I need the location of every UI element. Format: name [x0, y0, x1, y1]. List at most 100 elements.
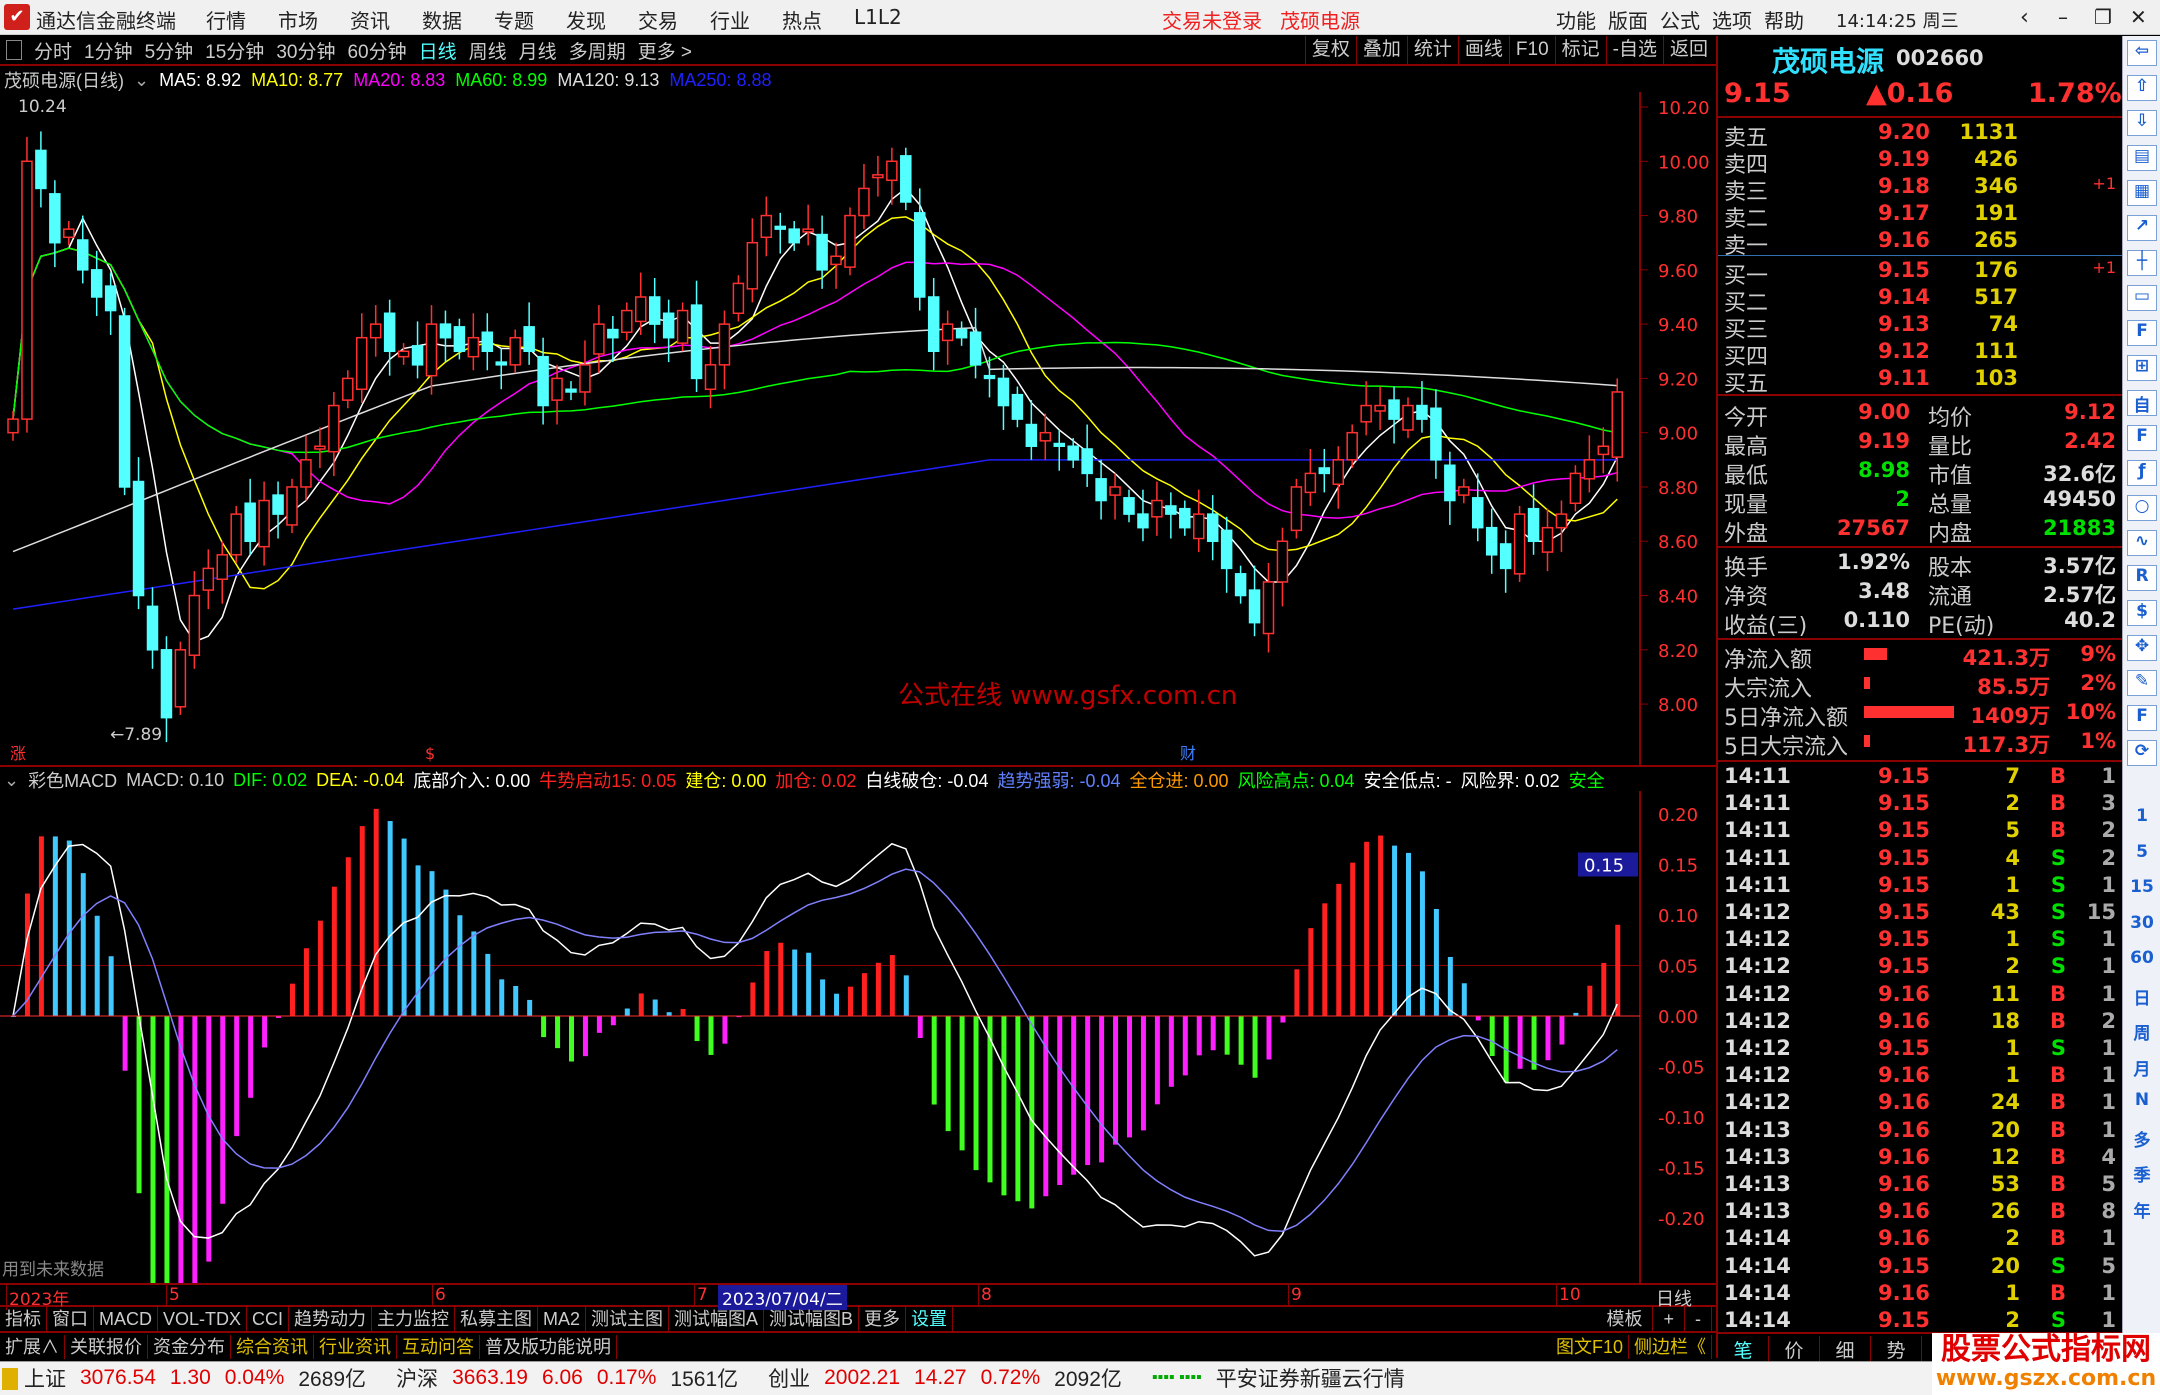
period-tab[interactable]: 5分钟: [144, 41, 194, 63]
money-icon[interactable]: $: [2127, 600, 2157, 626]
indicator-tab[interactable]: 窗口: [47, 1307, 94, 1331]
menu-item[interactable]: 市场: [278, 9, 318, 33]
macd-chart[interactable]: 0.20 0.15 0.10 0.05 0.00 -0.05 -0.10 -0.15 -0.20…: [0, 791, 1716, 1283]
menu-item[interactable]: 交易: [638, 9, 678, 33]
right-menu-item[interactable]: 功能: [1556, 9, 1596, 33]
period-tab[interactable]: 1分钟: [84, 41, 133, 63]
period-tab[interactable]: 更多 >: [637, 41, 693, 63]
menu-item[interactable]: 行情: [206, 9, 246, 33]
template-tab[interactable]: -: [1685, 1307, 1712, 1331]
arrow-left-icon[interactable]: ⇦: [2127, 40, 2157, 66]
toolbar-action-button[interactable]: 标记: [1554, 36, 1606, 64]
chevron-down-icon[interactable]: ⌄: [4, 769, 20, 790]
toolbar-action-button[interactable]: 复权: [1304, 36, 1356, 64]
extension-tab[interactable]: 综合资讯: [231, 1335, 314, 1359]
period-tab[interactable]: 分时: [34, 41, 73, 63]
sidebar-period[interactable]: 1: [2136, 806, 2148, 826]
indicator-tab[interactable]: MACD: [94, 1307, 158, 1331]
period-tab[interactable]: 月线: [518, 41, 557, 63]
indicator-tab[interactable]: 测试主图: [586, 1307, 670, 1331]
menu-item[interactable]: 资讯: [350, 9, 390, 33]
candle-icon[interactable]: ┼: [2127, 250, 2157, 276]
self-select-icon[interactable]: 自: [2127, 390, 2157, 416]
indicator-tab[interactable]: 指标: [0, 1307, 47, 1331]
tick-view-tab[interactable]: 价: [1769, 1336, 1820, 1363]
menu-item[interactable]: 热点: [782, 9, 822, 33]
index-name[interactable]: 创业: [768, 1368, 811, 1391]
sidebar-period[interactable]: 日: [2133, 988, 2151, 1009]
toolbar-action-button[interactable]: 叠加: [1355, 36, 1407, 64]
arrow-up-icon[interactable]: ⇧: [2127, 75, 2157, 101]
right-menu-item[interactable]: 版面: [1608, 9, 1648, 33]
back-icon[interactable]: ‹: [2020, 5, 2029, 30]
grid-icon[interactable]: ▦: [2127, 180, 2157, 206]
indicator-tab[interactable]: 测试幅图B: [764, 1307, 860, 1331]
toolbar-action-button[interactable]: -自选: [1605, 36, 1663, 64]
extension-tab[interactable]: 扩展∧: [0, 1335, 65, 1359]
period-tab[interactable]: 多周期: [568, 41, 626, 63]
indicator-tab[interactable]: VOL-TDX: [158, 1307, 248, 1331]
period-tab[interactable]: 周线: [468, 41, 507, 63]
right-menu-item[interactable]: 公式: [1660, 9, 1700, 33]
sidebar-period[interactable]: 季: [2133, 1166, 2151, 1186]
indicator-tab[interactable]: 更多: [859, 1307, 907, 1331]
menu-item[interactable]: 专题: [494, 9, 534, 33]
rsi-icon[interactable]: R: [2127, 565, 2157, 591]
line-chart-icon[interactable]: ↗: [2127, 215, 2157, 241]
extension-tab[interactable]: 行业资讯: [314, 1335, 397, 1359]
extension-tab[interactable]: 关联报价: [65, 1335, 148, 1359]
extension-right-tab[interactable]: 图文F10: [1551, 1335, 1629, 1359]
indicator-tab[interactable]: 主力监控: [372, 1307, 456, 1331]
toolbar-action-button[interactable]: 统计: [1406, 36, 1458, 64]
period-tab[interactable]: 30分钟: [276, 41, 336, 63]
sidebar-period[interactable]: 15: [2130, 877, 2154, 897]
index-name[interactable]: 沪深: [396, 1368, 439, 1391]
menu-item[interactable]: 行业: [710, 9, 750, 33]
move-icon[interactable]: ✥: [2127, 635, 2157, 661]
template-tab[interactable]: +: [1653, 1307, 1685, 1331]
extension-tab[interactable]: 资金分布: [148, 1335, 231, 1359]
refresh-icon[interactable]: ⟳: [2127, 740, 2157, 766]
indicator-tab[interactable]: 测试幅图A: [669, 1307, 765, 1331]
indicator-tab[interactable]: MA2: [538, 1307, 587, 1331]
quote-list-icon[interactable]: ▤: [2127, 145, 2157, 171]
chevron-down-icon[interactable]: ⌄: [134, 69, 150, 90]
sidebar-period[interactable]: 60: [2130, 948, 2154, 968]
wave-icon[interactable]: ∿: [2127, 530, 2157, 556]
login-status[interactable]: 交易未登录: [1162, 9, 1262, 33]
circle-icon[interactable]: ○: [2127, 495, 2157, 521]
indicator-tab[interactable]: 私募主图: [455, 1307, 539, 1331]
toolbar-action-button[interactable]: F10: [1508, 36, 1555, 64]
right-menu-item[interactable]: 帮助: [1764, 9, 1804, 33]
menu-item[interactable]: 发现: [566, 9, 606, 33]
menu-item[interactable]: 数据: [422, 9, 462, 33]
menu-item[interactable]: L1L2: [854, 5, 902, 29]
sidebar-period[interactable]: 30: [2130, 912, 2154, 933]
maximize-icon[interactable]: ❐: [2094, 5, 2112, 29]
tree-icon[interactable]: ⊞: [2127, 355, 2157, 381]
tick-view-tab[interactable]: 细: [1820, 1336, 1871, 1363]
index-name[interactable]: 上证: [24, 1368, 66, 1391]
panel-toggle-icon[interactable]: [6, 40, 22, 60]
tick-view-tab[interactable]: 笔: [1718, 1336, 1769, 1363]
arrow-down-icon[interactable]: ⇩: [2127, 110, 2157, 136]
template-tab[interactable]: 模板: [1596, 1307, 1654, 1331]
period-tab[interactable]: 日线: [418, 41, 457, 63]
f10-icon[interactable]: F: [2127, 320, 2157, 346]
period-tab[interactable]: 15分钟: [205, 41, 265, 63]
formula-icon[interactable]: ƒ: [2127, 460, 2157, 486]
sidebar-period[interactable]: 年: [2133, 1201, 2151, 1222]
window-icon[interactable]: ▭: [2127, 285, 2157, 311]
indicator-tab[interactable]: CCI: [247, 1307, 290, 1331]
sidebar-period[interactable]: 周: [2133, 1024, 2151, 1044]
indicator-tab[interactable]: 设置: [906, 1307, 954, 1331]
sidebar-period[interactable]: 5: [2136, 841, 2148, 862]
kline-chart[interactable]: 10.20 10.00 9.80 9.60 9.40 9.20 9.00 8.80 8.60 8.…: [0, 92, 1716, 766]
period-tab[interactable]: 60分钟: [347, 41, 407, 63]
f12-icon[interactable]: F: [2127, 425, 2157, 451]
sidebar-period[interactable]: 月: [2133, 1059, 2151, 1080]
extension-tab[interactable]: 普及版功能说明: [480, 1335, 617, 1359]
indicator-tab[interactable]: 趋势动力: [289, 1307, 373, 1331]
close-icon[interactable]: ✕: [2130, 5, 2147, 29]
extension-tab[interactable]: 互动问答: [397, 1335, 480, 1359]
